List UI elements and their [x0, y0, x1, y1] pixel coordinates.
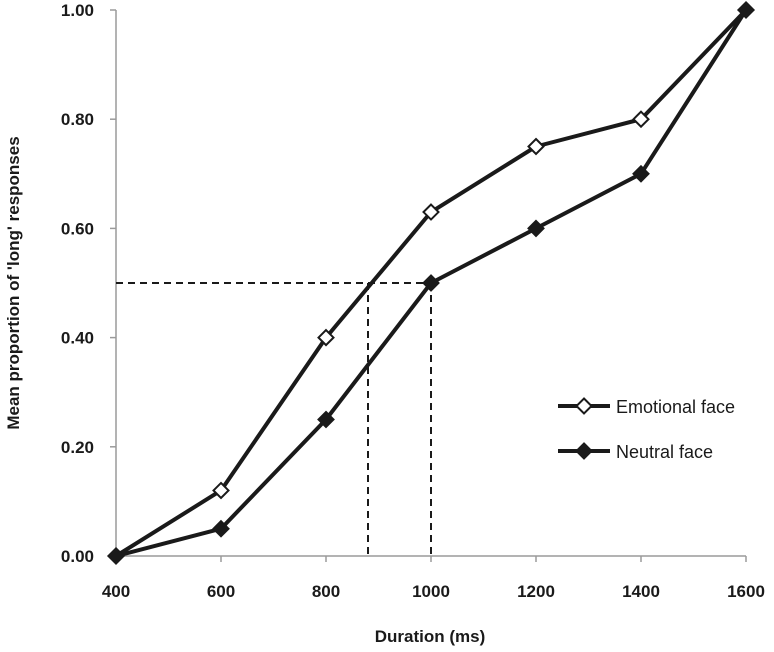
legend-label-emotional: Emotional face [616, 397, 735, 417]
x-tick-label: 1400 [622, 582, 660, 601]
data-point-neutral-face [422, 274, 440, 292]
data-point-emotional-face [632, 110, 650, 129]
data-point-emotional-face [527, 137, 545, 156]
y-tick-label: 0.40 [61, 329, 94, 348]
x-tick-label: 1000 [412, 582, 450, 601]
x-tick-label: 1600 [727, 582, 765, 601]
y-tick-label: 0.80 [61, 110, 94, 129]
data-point-neutral-face [107, 547, 125, 565]
legend-marker-neutral [575, 442, 593, 460]
legend-label-neutral: Neutral face [616, 442, 713, 462]
data-point-neutral-face [737, 1, 755, 19]
legend: Emotional face Neutral face [558, 397, 735, 462]
y-tick-label: 0.60 [61, 219, 94, 238]
reference-lines [116, 282, 432, 556]
tick-labels: 0.00 0.20 0.40 0.60 0.80 1.00 400 600 800 1000 120… [61, 1, 765, 601]
x-tick-label: 400 [102, 582, 130, 601]
x-axis-title: Duration (ms) [375, 627, 486, 646]
data-point-neutral-face [212, 519, 230, 538]
data-point-neutral-face [317, 410, 335, 429]
legend-marker-emotional [575, 397, 593, 415]
legend-item-emotional: Emotional face [558, 397, 735, 417]
y-tick-label: 0.20 [61, 438, 94, 457]
data-point-neutral-face [527, 219, 545, 238]
y-axis-title: Mean proportion of 'long' responses [4, 136, 23, 429]
data-point-neutral-face [632, 164, 650, 183]
x-tick-label: 800 [312, 582, 340, 601]
data-point-emotional-face [422, 203, 440, 221]
data-point-emotional-face [212, 481, 230, 500]
data-point-emotional-face [317, 328, 335, 347]
y-tick-label: 0.00 [61, 547, 94, 566]
legend-item-neutral: Neutral face [558, 442, 713, 462]
x-tick-label: 1200 [517, 582, 555, 601]
x-tick-label: 600 [207, 582, 235, 601]
series-layer [107, 1, 755, 565]
y-tick-label: 1.00 [61, 1, 94, 20]
